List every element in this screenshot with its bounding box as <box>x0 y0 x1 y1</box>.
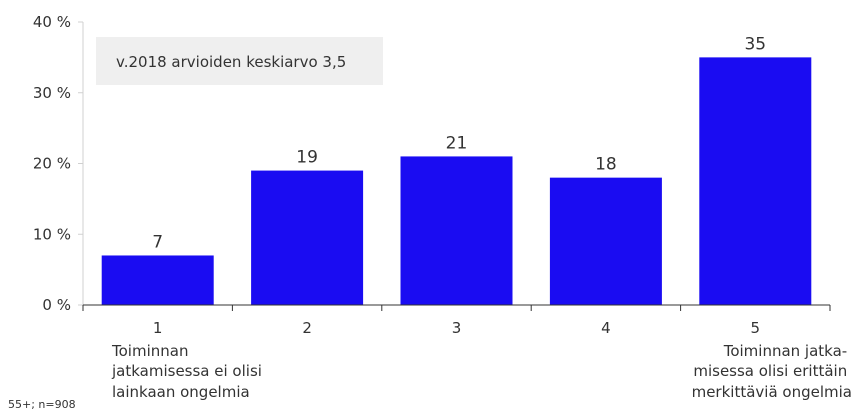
y-tick-label: 10 % <box>33 225 71 243</box>
bar-1 <box>101 255 214 305</box>
data-labels: 7 19 21 18 35 <box>152 34 766 252</box>
bar-2 <box>251 170 364 305</box>
last-category-note: Toiminnan jatka- misessa olisi erittäin … <box>692 342 852 401</box>
y-axis: 0 % 10 % 20 % 30 % 40 % <box>33 13 83 314</box>
annotation-text: v.2018 arvioiden keskiarvo 3,5 <box>116 53 346 71</box>
bars <box>101 57 812 305</box>
x-tick-label-4: 4 <box>601 319 611 337</box>
annotation-box <box>96 37 383 85</box>
bar-3 <box>400 156 513 305</box>
data-label-4: 18 <box>595 155 617 175</box>
bar-4 <box>549 177 662 305</box>
data-label-1: 7 <box>152 232 163 252</box>
x-tick-label-1: 1 <box>153 319 163 337</box>
footnote: 55+; n=908 <box>8 398 76 411</box>
data-label-5: 35 <box>744 34 766 54</box>
y-tick-label: 20 % <box>33 155 71 173</box>
y-tick-label: 40 % <box>33 13 71 31</box>
y-tick-label: 0 % <box>42 296 71 314</box>
first-category-note: Toiminnan jatkamisessa ei olisi lainkaan… <box>111 342 267 401</box>
x-axis: 1 2 3 4 5 <box>82 305 831 337</box>
data-label-2: 19 <box>296 148 318 168</box>
x-tick-label-3: 3 <box>452 319 462 337</box>
data-label-3: 21 <box>446 133 468 153</box>
bar-5 <box>699 57 812 305</box>
x-tick-label-5: 5 <box>751 319 761 337</box>
x-tick-label-2: 2 <box>302 319 312 337</box>
y-tick-label: 30 % <box>33 84 71 102</box>
